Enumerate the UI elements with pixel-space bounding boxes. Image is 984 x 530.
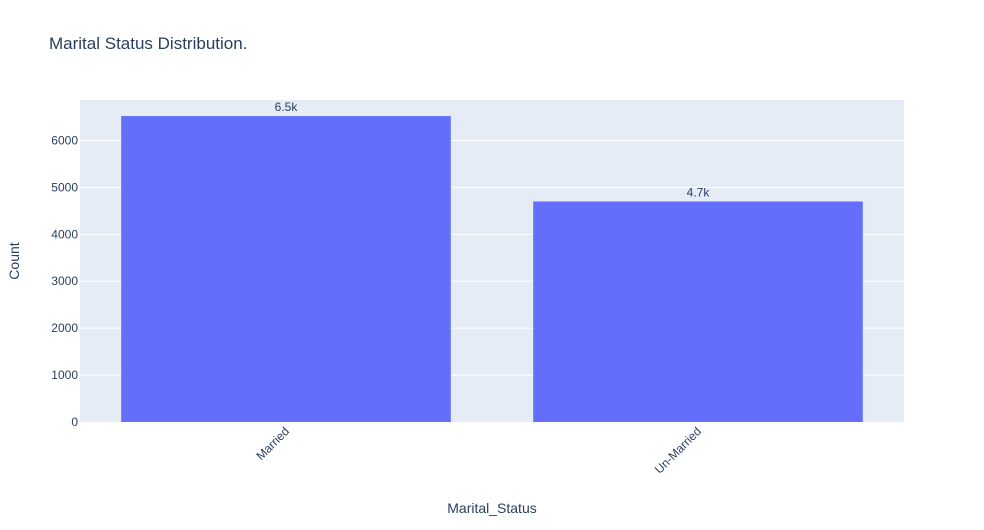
y-tick-label: 6000 [51,133,78,147]
y-axis-title: Count [6,242,22,279]
x-tick-label: Un-Married [652,424,704,476]
y-tick-label: 2000 [51,321,78,335]
y-tick-label: 0 [71,415,78,429]
x-axis-title: Marital_Status [447,500,536,516]
bar-married[interactable] [121,116,451,423]
y-tick-label: 1000 [51,368,78,382]
x-tick-label: Married [253,424,292,463]
bar-data-label: 4.7k [687,185,711,199]
y-tick-label: 3000 [51,274,78,288]
bar-un-married[interactable] [533,201,863,422]
y-tick-label: 5000 [51,180,78,194]
bar-data-label: 6.5k [275,100,299,114]
y-tick-label: 4000 [51,227,78,241]
chart-title: Marital Status Distribution. [49,34,248,53]
